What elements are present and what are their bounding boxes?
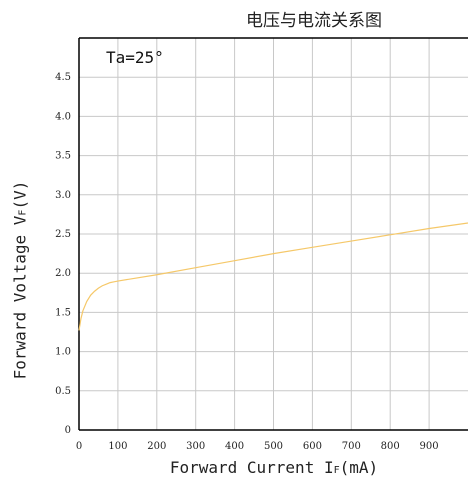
y-tick-label: 3.5 <box>55 151 71 162</box>
y-tick-label: 2.0 <box>55 268 71 279</box>
y-axis-label: Forward Voltage VF(V) <box>10 180 30 380</box>
series-line <box>78 222 468 331</box>
y-tick-label: 1.0 <box>55 347 71 358</box>
y-tick-label: 0.5 <box>55 386 71 397</box>
x-tick-label: 800 <box>381 441 400 452</box>
x-tick-label: 500 <box>264 441 283 452</box>
x-tick-label: 100 <box>108 441 127 452</box>
x-tick-label: 300 <box>186 441 205 452</box>
x-tick-label: 200 <box>147 441 166 452</box>
y-tick-label: 4.5 <box>55 72 71 83</box>
y-tick-label: 4.0 <box>55 111 71 122</box>
chart-title: 电压与电流关系图 <box>246 11 382 31</box>
x-tick-label: 600 <box>303 441 322 452</box>
x-tick-label: 0 <box>76 441 82 452</box>
x-tick-label: 400 <box>225 441 244 452</box>
temperature-annotation: Ta=25° <box>106 48 164 67</box>
y-tick-label: 1.5 <box>55 307 71 318</box>
y-tick-label: 3.0 <box>55 190 71 201</box>
x-axis-label: Forward Current IF(mA) <box>169 458 379 477</box>
x-tick-label: 700 <box>342 441 361 452</box>
y-tick-label: 0 <box>65 425 71 436</box>
y-tick-label: 2.5 <box>55 229 71 240</box>
x-tick-label: 900 <box>420 441 439 452</box>
